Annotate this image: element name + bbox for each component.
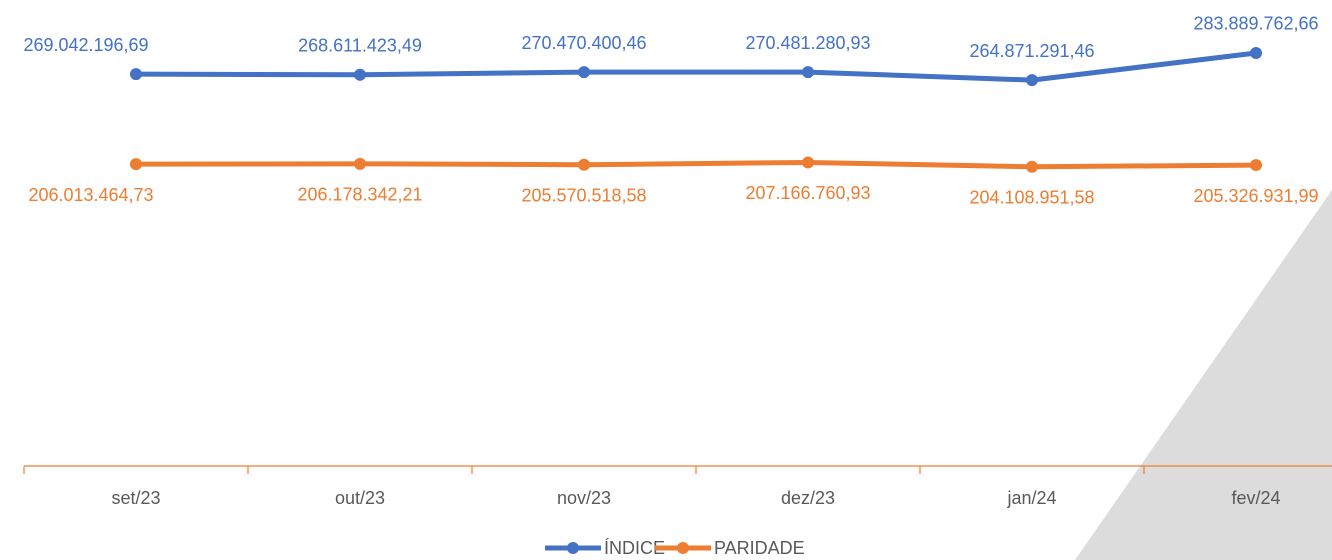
data-label: 269.042.196,69 — [23, 35, 148, 55]
data-label: 205.570.518,58 — [521, 185, 646, 205]
data-label: 270.481.280,93 — [745, 33, 870, 53]
data-label: 206.013.464,73 — [28, 185, 153, 205]
legend-label: PARIDADE — [714, 538, 805, 558]
data-label: 268.611.423,49 — [298, 36, 422, 56]
data-point — [354, 68, 366, 81]
data-point — [578, 66, 590, 79]
data-point — [1250, 46, 1262, 59]
data-point — [130, 158, 142, 171]
data-label: 206.178.342,21 — [297, 185, 422, 205]
x-tick-label: dez/23 — [781, 488, 835, 508]
legend-marker — [567, 542, 579, 554]
data-label: 283.889.762,66 — [1193, 14, 1318, 34]
data-point — [354, 157, 366, 170]
decoration — [1075, 190, 1332, 560]
data-label: 205.326.931,99 — [1193, 186, 1318, 206]
legend-marker — [677, 542, 689, 554]
data-label: 204.108.951,58 — [969, 188, 1094, 208]
x-tick-label: out/23 — [335, 488, 385, 508]
data-point — [1250, 159, 1262, 172]
x-tick-label: fev/24 — [1231, 488, 1280, 508]
data-point — [1026, 74, 1038, 87]
series-line — [135, 50, 1257, 83]
data-point — [130, 68, 142, 81]
data-label: 207.166.760,93 — [745, 183, 870, 203]
series-line — [135, 159, 1257, 170]
x-tick-label: nov/23 — [557, 488, 611, 508]
data-label: 264.871.291,46 — [969, 41, 1094, 61]
x-tick-label: set/23 — [111, 488, 160, 508]
data-point — [1026, 160, 1038, 173]
data-point — [802, 66, 814, 79]
x-tick-label: jan/24 — [1006, 488, 1056, 508]
legend-label: ÍNDICE — [604, 538, 665, 558]
data-point — [578, 158, 590, 171]
data-label: 270.470.400,46 — [521, 33, 646, 53]
data-point — [802, 156, 814, 169]
